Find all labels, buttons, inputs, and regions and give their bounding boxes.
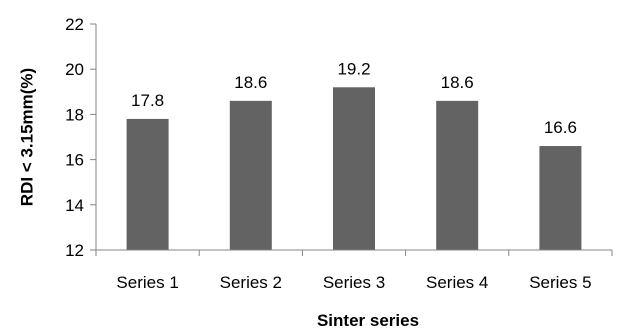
x-tick-label: Series 5 (529, 273, 591, 292)
x-tick-label: Series 1 (116, 273, 178, 292)
y-axis: 12 14 16 18 20 22 (65, 15, 97, 260)
x-axis: Series 1 Series 2 Series 3 Series 4 Series 5 (95, 249, 613, 292)
x-axis-title: Sinter series (317, 311, 419, 330)
y-tick-label: 22 (65, 15, 84, 34)
y-tick-label: 20 (65, 60, 84, 79)
x-tick-label: Series 3 (323, 273, 385, 292)
data-label: 16.6 (544, 118, 577, 137)
y-tick-label: 18 (65, 105, 84, 124)
y-tick-label: 12 (65, 241, 84, 260)
data-label: 19.2 (337, 59, 370, 78)
bar (539, 146, 582, 250)
data-label: 18.6 (234, 73, 267, 92)
x-tick-label: Series 4 (426, 273, 488, 292)
bar (333, 87, 375, 250)
bar (229, 100, 272, 250)
bar (126, 118, 169, 250)
data-label: 18.6 (441, 73, 474, 92)
y-tick-label: 16 (65, 151, 84, 170)
data-label: 17.8 (131, 91, 164, 110)
y-axis-title: RDI < 3.15mm(%) (17, 68, 36, 206)
y-tick-label: 14 (65, 196, 84, 215)
x-tick-label: Series 2 (220, 273, 282, 292)
bar (436, 100, 479, 250)
bars: 17.8 18.6 19.2 18.6 16.6 (126, 59, 582, 250)
